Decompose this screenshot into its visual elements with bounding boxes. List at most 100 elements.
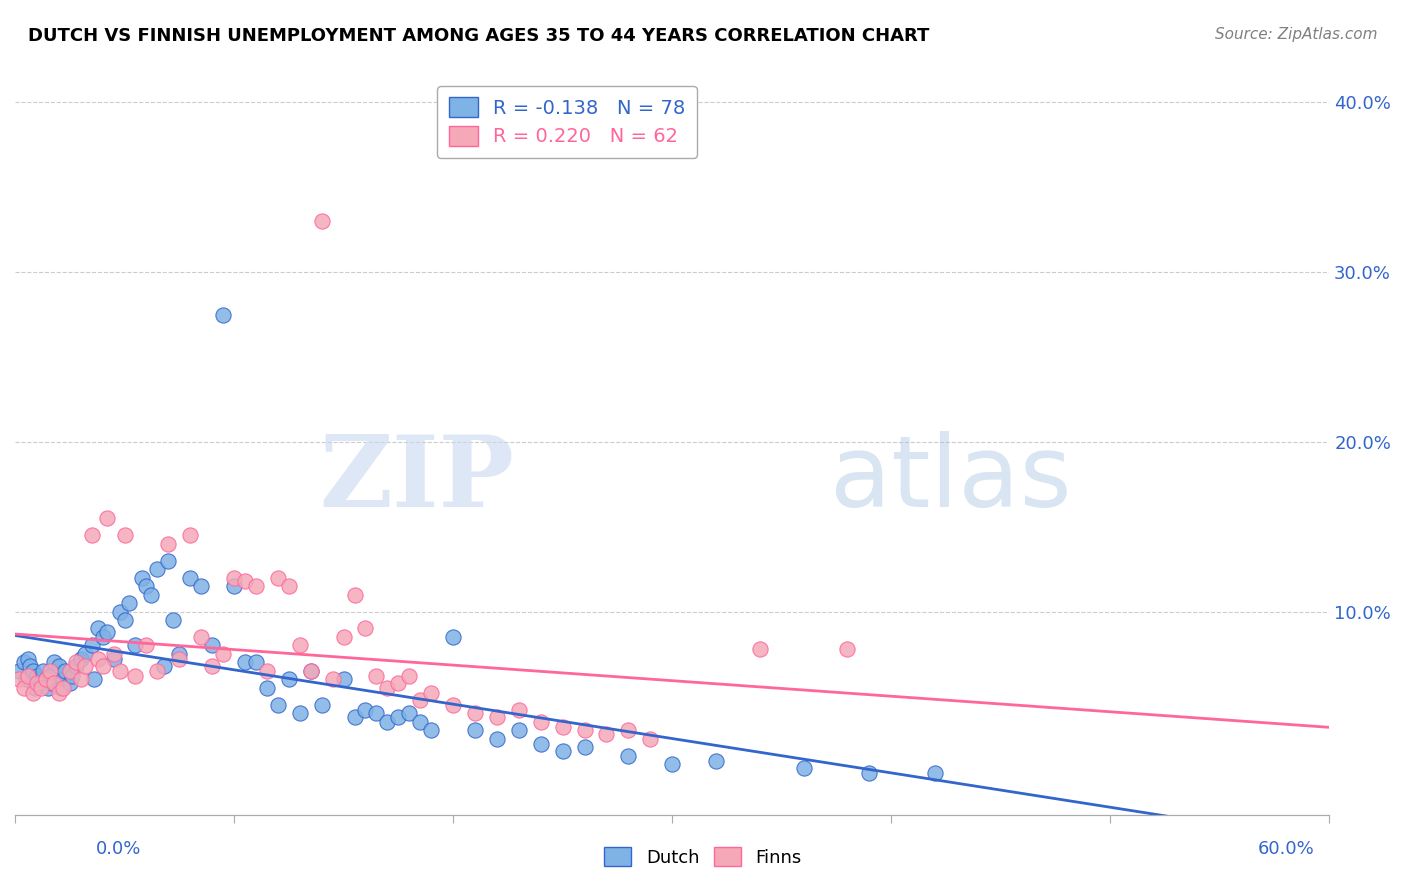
Point — [441, 698, 464, 712]
Text: atlas: atlas — [830, 431, 1071, 528]
Legend: Dutch, Finns: Dutch, Finns — [598, 840, 808, 874]
Point — [52, 681, 75, 695]
Point — [387, 710, 409, 724]
Point — [80, 528, 103, 542]
Text: DUTCH VS FINNISH UNEMPLOYMENT AMONG AGES 35 TO 44 YEARS CORRELATION CHART: DUTCH VS FINNISH UNEMPLOYMENT AMONG AGES… — [28, 27, 929, 45]
Point — [24, 681, 46, 695]
Point — [377, 681, 399, 695]
Point — [87, 652, 110, 666]
Point — [80, 639, 103, 653]
Point — [49, 681, 72, 695]
Point — [60, 669, 83, 683]
Point — [20, 658, 42, 673]
Point — [96, 511, 118, 525]
Point — [574, 723, 596, 738]
Point — [420, 686, 443, 700]
Point — [8, 664, 31, 678]
Point — [17, 669, 39, 683]
Point — [617, 723, 640, 738]
Text: ZIP: ZIP — [319, 431, 515, 528]
Point — [441, 630, 464, 644]
Legend: R = -0.138   N = 78, R = 0.220   N = 62: R = -0.138 N = 78, R = 0.220 N = 62 — [437, 86, 697, 158]
Point — [21, 664, 44, 678]
Point — [212, 647, 235, 661]
Point — [157, 536, 180, 550]
Point — [748, 641, 770, 656]
Point — [52, 673, 75, 687]
Point — [44, 675, 66, 690]
Point — [59, 675, 82, 690]
Point — [190, 630, 212, 644]
Point — [574, 740, 596, 755]
Point — [124, 669, 146, 683]
Point — [464, 723, 486, 738]
Point — [245, 656, 267, 670]
Point — [179, 571, 201, 585]
Point — [551, 720, 574, 734]
Point — [96, 624, 118, 639]
Point — [32, 664, 55, 678]
Point — [135, 639, 157, 653]
Point — [25, 675, 48, 690]
Point — [332, 673, 354, 687]
Point — [343, 588, 366, 602]
Point — [245, 579, 267, 593]
Point — [377, 714, 399, 729]
Point — [256, 664, 278, 678]
Point — [65, 658, 87, 673]
Point — [103, 652, 125, 666]
Point — [366, 669, 388, 683]
Point — [222, 571, 245, 585]
Point — [508, 723, 530, 738]
Point — [311, 698, 333, 712]
Point — [30, 675, 52, 690]
Point — [39, 669, 62, 683]
Text: Source: ZipAtlas.com: Source: ZipAtlas.com — [1215, 27, 1378, 42]
Point — [59, 664, 82, 678]
Point — [146, 664, 169, 678]
Point — [354, 622, 377, 636]
Point — [485, 710, 508, 724]
Point — [169, 647, 191, 661]
Point — [343, 710, 366, 724]
Point — [153, 658, 176, 673]
Point — [398, 669, 420, 683]
Point — [157, 553, 180, 567]
Point — [48, 658, 70, 673]
Point — [485, 731, 508, 746]
Point — [190, 579, 212, 593]
Point — [179, 528, 201, 542]
Point — [39, 664, 62, 678]
Point — [13, 681, 35, 695]
Point — [91, 630, 114, 644]
Point — [21, 686, 44, 700]
Point — [387, 675, 409, 690]
Point — [17, 652, 39, 666]
Point — [277, 579, 299, 593]
Point — [311, 214, 333, 228]
Point — [44, 656, 66, 670]
Point — [146, 562, 169, 576]
Point — [91, 658, 114, 673]
Point — [299, 664, 322, 678]
Point — [69, 673, 91, 687]
Point — [530, 737, 553, 751]
Point — [135, 579, 157, 593]
Point — [48, 686, 70, 700]
Point — [222, 579, 245, 593]
Point — [398, 706, 420, 721]
Point — [65, 656, 87, 670]
Point — [14, 673, 37, 687]
Point — [75, 658, 97, 673]
Point — [256, 681, 278, 695]
Point — [69, 652, 91, 666]
Point — [409, 714, 432, 729]
Point — [75, 647, 97, 661]
Point — [118, 596, 141, 610]
Point — [55, 664, 77, 678]
Point — [508, 703, 530, 717]
Point — [858, 765, 880, 780]
Point — [267, 698, 290, 712]
Point — [704, 754, 727, 768]
Point — [13, 656, 35, 670]
